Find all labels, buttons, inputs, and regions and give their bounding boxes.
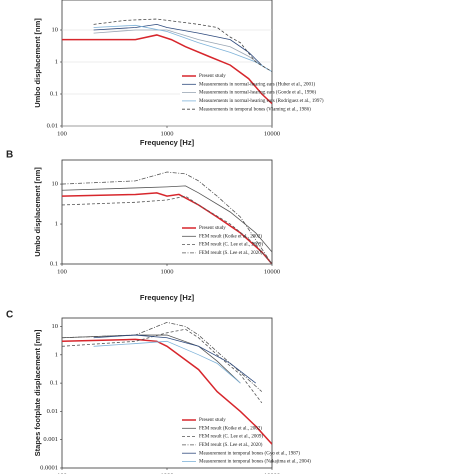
legend-label: FEM result (C. Lee et al., 2009) xyxy=(199,243,263,248)
y-tick-label: 1 xyxy=(55,351,58,358)
legend-label: Measurement in temporal bones (Nakajima … xyxy=(199,460,311,465)
series-line xyxy=(93,23,263,66)
y-tick-label: 0.1 xyxy=(50,90,58,97)
series-line xyxy=(93,334,256,384)
y-tick-label: 1 xyxy=(55,58,58,65)
y-tick-label: 0.01 xyxy=(47,122,58,129)
x-tick-label: 1000 xyxy=(161,130,174,137)
series-line xyxy=(62,185,272,253)
legend-label: Present study xyxy=(199,418,226,423)
y-axis-label: Stapes footplate displacement [nm] xyxy=(33,329,42,456)
panel-label: C xyxy=(6,310,13,321)
x-tick-label: 1000 xyxy=(161,472,174,474)
y-axis-label: Umbo displacement [nm] xyxy=(33,18,42,108)
legend-box xyxy=(180,223,271,259)
y-tick-label: 10 xyxy=(52,26,59,33)
legend-label: FEM result (S. Lee et al., 2020) xyxy=(199,251,263,256)
x-tick-label: 10000 xyxy=(264,130,280,137)
series-line xyxy=(62,192,272,264)
x-axis-label: Frequency [Hz] xyxy=(140,293,195,302)
series-line xyxy=(93,340,241,384)
series-line xyxy=(62,34,272,105)
series-line xyxy=(62,195,272,264)
y-tick-label: 0.1 xyxy=(50,260,58,267)
series-line xyxy=(62,171,272,264)
series-line xyxy=(93,18,272,72)
legend-label: Measurements in normal-hearing ears (Goo… xyxy=(199,91,316,96)
legend-label: Measurements in normal-hearing ears (Rod… xyxy=(199,99,324,104)
y-tick-label: 0.1 xyxy=(50,380,58,387)
y-tick-label: 0.01 xyxy=(47,408,58,415)
x-tick-label: 100 xyxy=(57,268,67,275)
y-tick-label: 1 xyxy=(55,221,58,228)
series-line xyxy=(93,29,268,70)
series-line xyxy=(62,328,263,404)
x-tick-label: 100 xyxy=(57,130,67,137)
legend-label: FEM result (Koike et al., 2002) xyxy=(199,234,262,239)
x-tick-label: 10000 xyxy=(264,268,280,275)
x-tick-label: 100 xyxy=(57,472,67,474)
panel-label: B xyxy=(6,150,13,161)
legend-label: Present study xyxy=(199,226,226,231)
series-line xyxy=(62,338,272,445)
legend-label: Measurements in normal-hearing ears (Hub… xyxy=(199,82,316,87)
legend-label: FEM result (C. Lee et al., 2009) xyxy=(199,435,263,440)
legend-box xyxy=(180,415,271,467)
legend-label: Measurements in temporal bones (Vlaming … xyxy=(199,107,311,112)
legend-label: Measurement in temporal bones (Gyo et al… xyxy=(199,451,300,456)
y-tick-label: 10 xyxy=(52,323,59,330)
x-tick-label: 1000 xyxy=(161,268,174,275)
y-axis-label: Umbo displacement [nm] xyxy=(33,167,42,257)
x-tick-label: 10000 xyxy=(264,472,280,474)
legend-label: FEM result (S. Lee et al., 2020) xyxy=(199,443,263,448)
legend-label: FEM result (Koike et al., 2002) xyxy=(199,426,262,431)
legend-label: Present study xyxy=(199,74,226,79)
y-tick-label: 0.001 xyxy=(43,436,58,443)
x-axis-label: Frequency [Hz] xyxy=(140,138,195,147)
y-tick-label: 10 xyxy=(52,181,59,188)
y-tick-label: 0.0001 xyxy=(40,464,58,471)
